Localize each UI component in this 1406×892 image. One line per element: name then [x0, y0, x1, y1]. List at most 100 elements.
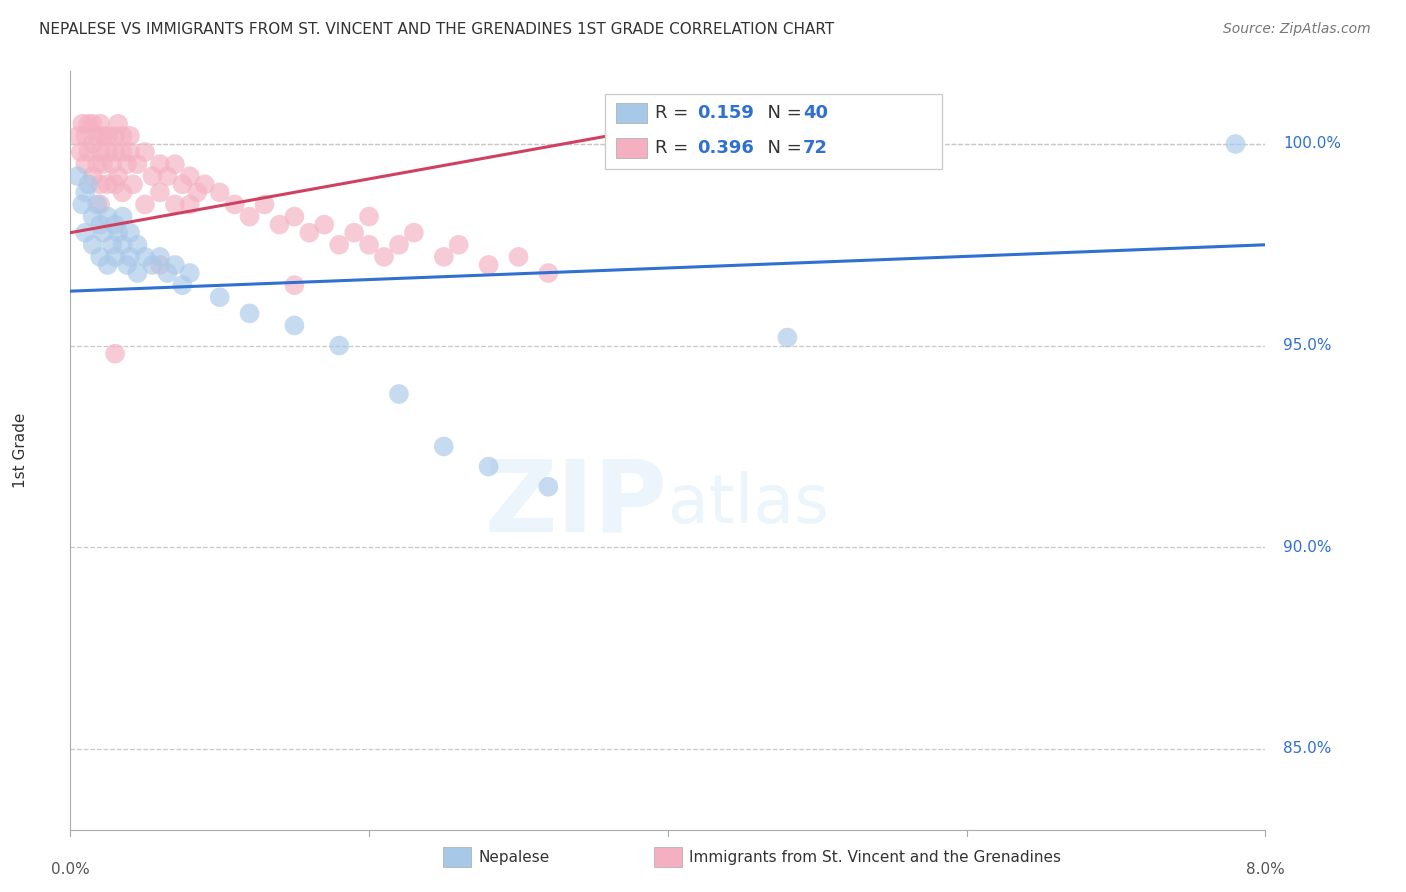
Point — [141, 258, 163, 272]
Point — [115, 157, 138, 171]
Point — [156, 169, 179, 184]
Point — [107, 226, 129, 240]
Point — [283, 318, 305, 333]
Point — [89, 218, 111, 232]
Point — [97, 128, 120, 143]
Point — [104, 250, 127, 264]
Point — [97, 178, 120, 192]
Text: Source: ZipAtlas.com: Source: ZipAtlas.com — [1223, 22, 1371, 37]
Point — [163, 258, 186, 272]
Point — [359, 237, 381, 252]
Point — [134, 145, 156, 159]
Point — [69, 145, 91, 159]
Text: R =: R = — [655, 104, 695, 122]
Point — [104, 346, 127, 360]
Point — [86, 157, 108, 171]
Point — [77, 178, 100, 192]
Point — [186, 186, 208, 200]
Point — [111, 128, 134, 143]
Point — [149, 250, 172, 264]
Point — [402, 226, 425, 240]
Point — [179, 266, 201, 280]
Point — [156, 266, 179, 280]
Text: 85.0%: 85.0% — [1284, 741, 1331, 756]
Text: 40: 40 — [803, 104, 828, 122]
Text: 0.396: 0.396 — [697, 139, 754, 157]
Point — [478, 258, 501, 272]
Point — [179, 169, 201, 184]
Point — [89, 197, 111, 211]
Point — [253, 197, 276, 211]
Point — [127, 266, 149, 280]
Point — [82, 136, 104, 151]
Point — [77, 117, 100, 131]
Point — [82, 237, 104, 252]
Point — [283, 278, 305, 293]
Point — [283, 210, 305, 224]
Text: atlas: atlas — [668, 471, 828, 536]
Point — [127, 157, 149, 171]
Point — [75, 186, 97, 200]
Point — [66, 169, 89, 184]
Point — [537, 480, 560, 494]
Point — [122, 178, 145, 192]
Point — [70, 197, 93, 211]
Point — [89, 117, 111, 131]
Point — [141, 169, 163, 184]
Point — [111, 145, 134, 159]
Point — [91, 157, 114, 171]
Text: 95.0%: 95.0% — [1284, 338, 1331, 353]
Text: N =: N = — [756, 139, 808, 157]
Point — [134, 197, 156, 211]
Point — [101, 157, 124, 171]
Point — [115, 258, 138, 272]
Point — [104, 145, 127, 159]
Point — [120, 128, 141, 143]
Point — [328, 237, 350, 252]
Point — [111, 210, 134, 224]
Point — [149, 186, 172, 200]
Point — [172, 178, 194, 192]
Point — [101, 237, 124, 252]
Point — [111, 186, 134, 200]
Text: 0.0%: 0.0% — [51, 862, 90, 877]
Point — [91, 128, 114, 143]
Point — [75, 128, 97, 143]
Point — [86, 197, 108, 211]
Point — [97, 145, 120, 159]
Text: R =: R = — [655, 139, 695, 157]
Text: 72: 72 — [803, 139, 828, 157]
Bar — [443, 847, 471, 867]
Bar — [616, 138, 647, 158]
Bar — [654, 847, 682, 867]
Point — [104, 178, 127, 192]
Point — [508, 250, 530, 264]
Text: 90.0%: 90.0% — [1284, 540, 1331, 555]
Point — [149, 258, 172, 272]
Text: ZIP: ZIP — [485, 455, 668, 552]
Point — [298, 226, 321, 240]
Point — [89, 178, 111, 192]
Point — [269, 218, 291, 232]
Point — [107, 117, 129, 131]
Point — [120, 145, 141, 159]
Point — [388, 387, 411, 401]
Point — [163, 197, 186, 211]
Point — [75, 157, 97, 171]
Text: N =: N = — [756, 104, 808, 122]
Point — [86, 128, 108, 143]
Point — [239, 210, 262, 224]
FancyBboxPatch shape — [605, 94, 942, 169]
Point — [104, 218, 127, 232]
Point — [82, 210, 104, 224]
Point — [89, 250, 111, 264]
Point — [104, 128, 127, 143]
Point — [89, 145, 111, 159]
Point — [172, 278, 194, 293]
Bar — [616, 103, 647, 123]
Point — [208, 186, 231, 200]
Point — [314, 218, 336, 232]
Point — [224, 197, 246, 211]
Point — [82, 117, 104, 131]
Point — [447, 237, 470, 252]
